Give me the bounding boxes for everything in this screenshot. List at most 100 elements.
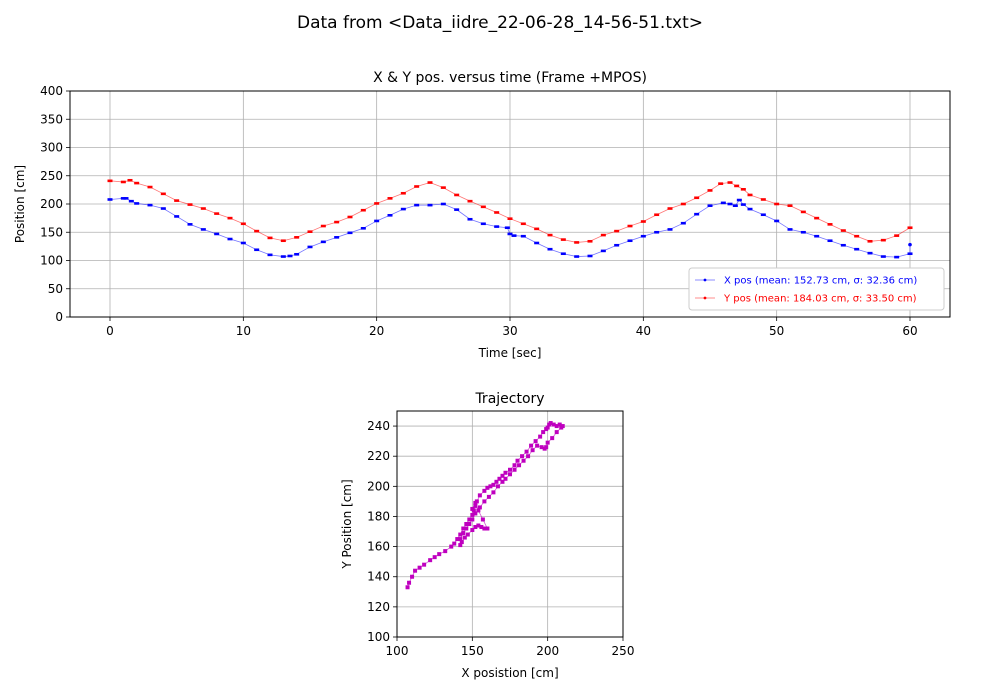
trajectory-point [462,535,467,540]
time-series-xtick-label: 0 [106,324,114,338]
y-pos-data-point [467,199,473,203]
y-pos-data-point [134,181,140,185]
time-series-ytick-label: 200 [40,197,63,211]
trajectory-point [428,558,433,563]
trajectory-point [554,424,559,429]
legend-y-label: Y pos (mean: 184.03 cm, σ: 33.50 cm) [723,294,917,305]
y-pos-data-point [774,202,780,206]
trajectory-point [477,505,482,510]
y-pos-data-point [294,236,300,239]
trajectory-point [413,568,418,573]
trajectory-point [535,443,540,448]
y-pos-data-point [227,216,233,220]
x-pos-data-point [123,197,129,200]
trajectory-ytick-label: 220 [367,449,390,463]
x-pos-data-point [894,255,900,259]
trajectory-point [458,537,463,542]
trajectory-point [542,446,547,451]
trajectory-point [539,445,544,450]
x-pos-data-point [547,247,553,251]
trajectory-point [508,472,512,477]
x-pos-data-point [120,197,126,200]
trajectory-point [410,574,415,579]
x-pos-data-point [907,252,913,256]
trajectory-point [495,484,500,489]
y-pos-data-point [400,191,406,195]
trajectory-plot-area [397,411,623,637]
y-pos-data-point [718,182,724,185]
time-series-ytick-label: 300 [40,141,63,155]
y-pos-data-point [387,197,393,200]
trajectory-ytick-label: 180 [367,509,390,523]
time-series-xlabel: Time [sec] [478,346,542,360]
time-series-ytick-label: 350 [40,112,63,126]
trajectory-point [557,422,562,427]
y-pos-data-point [574,241,580,244]
trajectory-point [482,499,487,504]
trajectory-point [515,458,520,463]
trajectory-point [422,562,427,567]
trajectory-point [500,479,505,484]
time-series-ytick-label: 400 [40,84,63,98]
legend-x-label: X pos (mean: 152.73 cm, σ: 32.36 cm) [724,276,917,287]
y-pos-data-point [894,234,900,237]
trajectory-point [473,500,478,505]
trajectory-point [467,517,472,522]
trajectory-point [503,476,508,481]
trajectory-point [405,585,410,590]
trajectory-point [417,565,422,570]
y-pos-data-point [160,192,166,196]
x-pos-data-point [774,219,780,223]
y-pos-data-point [427,181,433,184]
x-pos-data-point [134,202,140,205]
trajectory-point [491,490,496,495]
y-pos-data-point [254,229,260,233]
y-pos-data-point [534,227,540,231]
x-pos-data-point [334,236,340,239]
y-pos-data-point [560,238,566,241]
y-pos-data-point [880,238,886,242]
x-pos-data-point [280,255,286,258]
x-pos-data-point [760,213,766,217]
legend-box [688,267,945,311]
x-pos-data-point [307,245,313,249]
y-pos-data-point [440,186,446,189]
x-pos-data-point [707,204,713,207]
y-pos-data-point [747,193,753,197]
y-pos-data-point [214,212,220,215]
x-pos-data-point [374,219,380,223]
x-pos-data-point [840,243,846,247]
x-pos-end-point [908,242,912,247]
trajectory-point [464,522,469,526]
time-series-ytick-label: 150 [40,225,63,239]
x-pos-data-point [867,251,873,255]
trajectory-point [458,532,463,537]
trajectory-point [479,525,484,530]
trajectory-point [470,528,475,533]
trajectory-ylabel: Y Position [cm] [340,479,354,569]
x-pos-data-point [587,254,593,258]
time-series-xtick-label: 30 [502,324,517,338]
trajectory-point [486,494,491,499]
x-pos-data-point [254,248,260,252]
x-pos-data-point [440,202,446,206]
y-pos-data-point [827,223,833,226]
y-pos-data-point [174,199,180,202]
y-pos-data-point [334,220,340,224]
trajectory-ytick-label: 240 [367,419,390,433]
trajectory-chart: 100 150 200 250 100 120 140 160 180 200 220 240 Tra… [340,391,634,680]
trajectory-point [508,467,512,472]
trajectory-axes-frame [396,410,624,638]
y-pos-data-point [480,205,486,209]
trajectory-point [559,425,564,430]
y-pos-data-point [147,185,153,189]
trajectory-ytick-label: 140 [367,570,390,584]
x-pos-data-point [347,231,353,235]
x-pos-data-point [827,239,833,243]
trajectory-point [464,526,469,531]
x-pos-data-point [414,203,420,207]
time-series-chart: 0 10 20 30 40 50 60 0 50 100 150 200 250 300 350 400 X … [13,70,951,360]
trajectory-point [482,488,487,493]
time-series-xtick-label: 50 [769,324,784,338]
